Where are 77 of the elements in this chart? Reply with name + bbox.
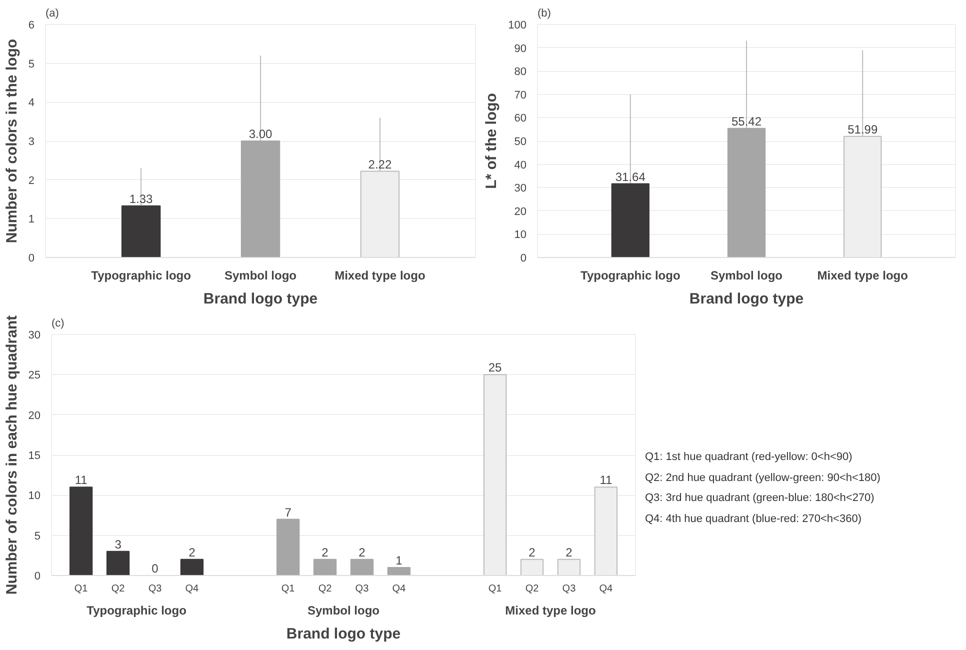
x-tick-label: Symbol logo	[710, 268, 782, 282]
data-label: 2	[528, 545, 536, 560]
x-tick-label: Q4	[392, 584, 406, 594]
chart-title: (a)	[46, 8, 59, 20]
data-label: 25	[488, 360, 502, 375]
data-label: 51.99	[848, 122, 878, 136]
y-tick-label: 30	[514, 182, 527, 195]
chart-title: (c)	[52, 318, 64, 330]
x-tick-label: Q2	[111, 584, 126, 594]
x-tick-label: Q4	[185, 584, 200, 594]
x-tick-label: Typographic logo	[91, 268, 191, 282]
y-tick-label: 3	[28, 136, 35, 148]
data-label: 0	[152, 562, 159, 576]
x-tick-label: Q3	[562, 584, 576, 594]
y-tick-label: 5	[28, 58, 35, 70]
data-label: 3	[114, 537, 122, 552]
y-tick-label: 40	[514, 159, 527, 172]
y-tick-label: 80	[514, 66, 527, 78]
x-tick-label: Q3	[148, 584, 162, 594]
x-tick-label: Q3	[355, 584, 370, 594]
x-axis-title: Brand logo type	[203, 290, 318, 308]
x-tick-label: Q1	[281, 584, 296, 594]
y-axis-title: L* of the logo	[483, 93, 500, 189]
y-tick-label: 30	[28, 330, 41, 342]
x-tick-label: Typographic logo	[580, 268, 680, 282]
y-tick-label: 60	[514, 112, 527, 125]
data-label: 1	[396, 553, 403, 568]
data-label: 31.64	[615, 170, 646, 184]
data-label: 11	[600, 473, 612, 488]
y-tick-label: 50	[514, 136, 527, 148]
x-axis-title: Brand logo type	[286, 626, 401, 642]
y-tick-label: 0	[28, 252, 35, 264]
x-axis-title: Brand logo type	[689, 290, 804, 308]
x-tick-label: Mixed type logo	[817, 268, 908, 282]
data-label: 11	[74, 473, 88, 488]
text: Q3: 3rd hue quadrant (green-blue: 180<h<270)	[645, 491, 876, 506]
text: Symbol logo	[308, 604, 380, 618]
y-tick-label: 20	[28, 410, 41, 422]
x-tick-label: Q1	[74, 584, 88, 594]
x-tick-label: Q2	[318, 584, 332, 594]
text: Mixed type logo	[505, 604, 596, 618]
y-tick-label: 0	[520, 252, 527, 264]
data-label: 2	[188, 545, 196, 560]
y-tick-label: 15	[28, 450, 41, 462]
y-tick-label: 6	[28, 20, 35, 32]
y-tick-label: 10	[28, 490, 41, 502]
data-label: 2	[358, 545, 366, 560]
data-label: 2	[322, 545, 329, 560]
y-axis-title: Number of colors in each hue quadrant	[3, 315, 20, 595]
text: Q1: 1st hue quadrant (red-yellow: 0<h<90)	[645, 450, 854, 465]
y-tick-label: 70	[514, 89, 527, 102]
data-label: 2.22	[368, 157, 392, 172]
x-tick-label: Mixed type logo	[334, 268, 426, 282]
x-tick-label: Symbol logo	[224, 268, 296, 282]
data-label: 2	[566, 545, 573, 560]
y-axis-title: Number of colors in the logo	[3, 38, 20, 244]
y-tick-label: 20	[514, 206, 527, 218]
y-tick-label: 4	[28, 97, 35, 110]
data-label: 3.00	[248, 127, 273, 141]
text: Typographic logo	[86, 604, 186, 618]
y-tick-label: 2	[28, 174, 35, 187]
x-tick-label: Q4	[599, 584, 614, 594]
y-tick-label: 1	[28, 214, 35, 226]
y-tick-label: 10	[514, 229, 527, 242]
y-tick-label: 100	[508, 20, 527, 32]
data-label: 1.33	[129, 192, 154, 206]
data-label: 7	[284, 505, 292, 520]
y-tick-label: 90	[514, 42, 527, 55]
x-tick-label: Q1	[488, 584, 502, 594]
data-label: 55.42	[731, 114, 762, 128]
chart-title: (b)	[538, 8, 551, 20]
x-tick-label: Q2	[525, 584, 540, 594]
text: Q4: 4th hue quadrant (blue-red: 270<h<360)	[645, 512, 862, 528]
y-tick-label: 0	[34, 570, 41, 582]
y-tick-label: 25	[28, 370, 41, 382]
y-tick-label: 5	[34, 530, 41, 542]
text: Q2: 2nd hue quadrant (yellow-green: 90<h<180)	[645, 470, 880, 486]
